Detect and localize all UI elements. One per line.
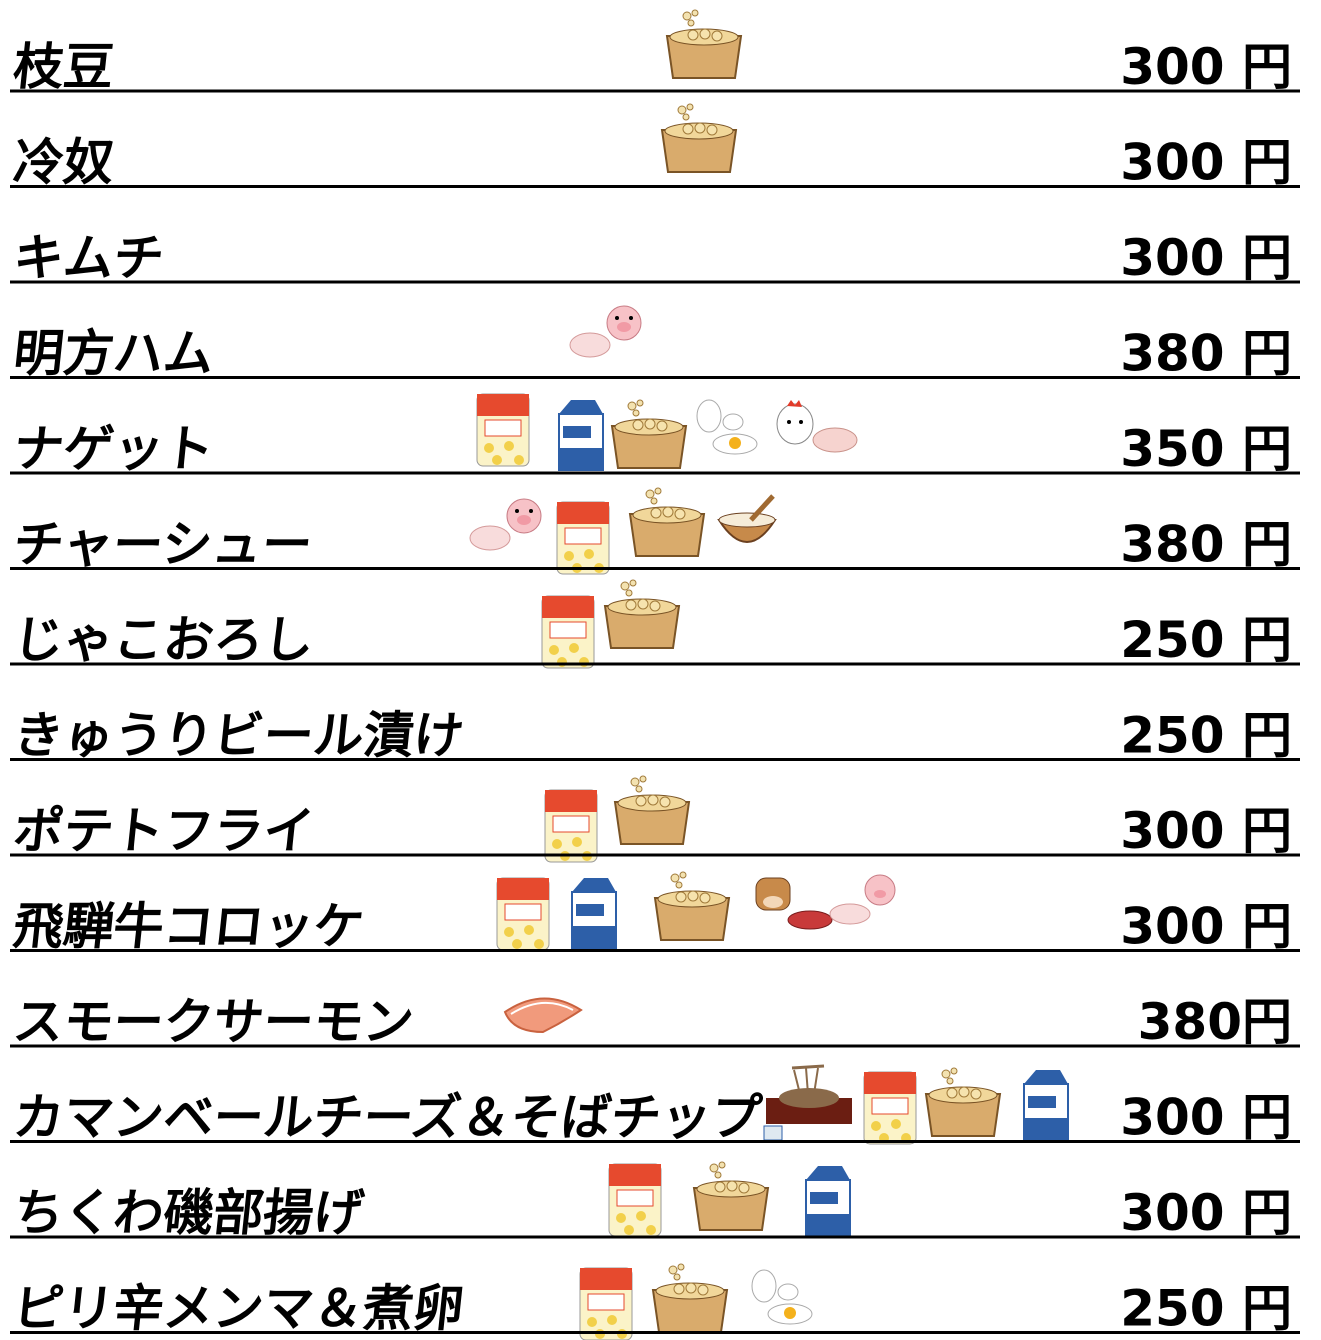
item-name: ピリ辛メンマ＆煮卵: [11, 1279, 467, 1338]
item-name: 飛騨牛コロッケ: [11, 897, 367, 956]
item-price: 250 円: [1120, 1280, 1292, 1338]
item-price: 300 円: [1120, 134, 1292, 192]
item-name: 冷奴: [11, 133, 117, 192]
soy-icon: [614, 775, 690, 845]
item-name: ちくわ磯部揚げ: [11, 1183, 368, 1242]
sesame-icon: [719, 496, 775, 542]
item-name: ポテトフライ: [11, 801, 317, 860]
soy-icon: [629, 487, 705, 557]
soy-icon: [654, 871, 730, 941]
wheat-icon: [476, 393, 530, 467]
wheat-icon: [541, 595, 595, 669]
wheat-icon: [608, 1163, 662, 1237]
item-price: 300 円: [1120, 1089, 1292, 1147]
item-price: 300 円: [1120, 802, 1292, 860]
item-price: 300 円: [1120, 38, 1292, 96]
item-price: 300 円: [1120, 1184, 1292, 1242]
soy-icon: [661, 103, 737, 173]
soy-icon: [604, 579, 680, 649]
wheat-icon: [579, 1267, 633, 1340]
item-price: 250 円: [1120, 707, 1292, 765]
egg-icon: [751, 1269, 813, 1325]
item-price: 350 円: [1120, 420, 1292, 478]
egg-icon: [696, 399, 758, 455]
item-name: カマンベールチーズ＆そばチップ: [11, 1088, 765, 1147]
item-name: じゃこおろし: [11, 610, 317, 669]
item-price: 300 円: [1120, 898, 1292, 956]
item-price: 250 円: [1120, 611, 1292, 669]
milk-icon: [558, 399, 604, 471]
pork-icon: [569, 305, 642, 358]
item-price: 380円: [1138, 993, 1292, 1051]
wheat-icon: [544, 789, 598, 863]
item-name: ナゲット: [11, 419, 217, 478]
soy-icon: [925, 1067, 1001, 1137]
soy-icon: [693, 1161, 769, 1231]
wheat-icon: [556, 501, 610, 575]
soy-icon: [611, 399, 687, 469]
item-price: 380 円: [1120, 516, 1292, 574]
item-name: 枝豆: [11, 37, 117, 96]
item-name: きゅうりビール漬け: [11, 706, 467, 765]
item-price: 300 円: [1120, 229, 1292, 287]
item-name: スモークサーモン: [11, 992, 417, 1051]
item-price: 380 円: [1120, 325, 1292, 383]
milk-icon: [1023, 1069, 1069, 1141]
soy-icon: [666, 9, 742, 79]
soy-icon: [652, 1263, 728, 1333]
beef-pork-icon: [755, 874, 896, 930]
wheat-icon: [863, 1071, 917, 1145]
soba-icon: [762, 1064, 854, 1142]
salmon-icon: [504, 997, 582, 1033]
item-name: 明方ハム: [11, 324, 217, 383]
item-name: キムチ: [11, 228, 167, 287]
item-name: チャーシュー: [11, 515, 316, 574]
milk-icon: [805, 1165, 851, 1237]
milk-icon: [571, 877, 617, 949]
wheat-icon: [496, 877, 550, 951]
chicken-icon: [776, 399, 858, 453]
pork-icon: [469, 498, 542, 551]
